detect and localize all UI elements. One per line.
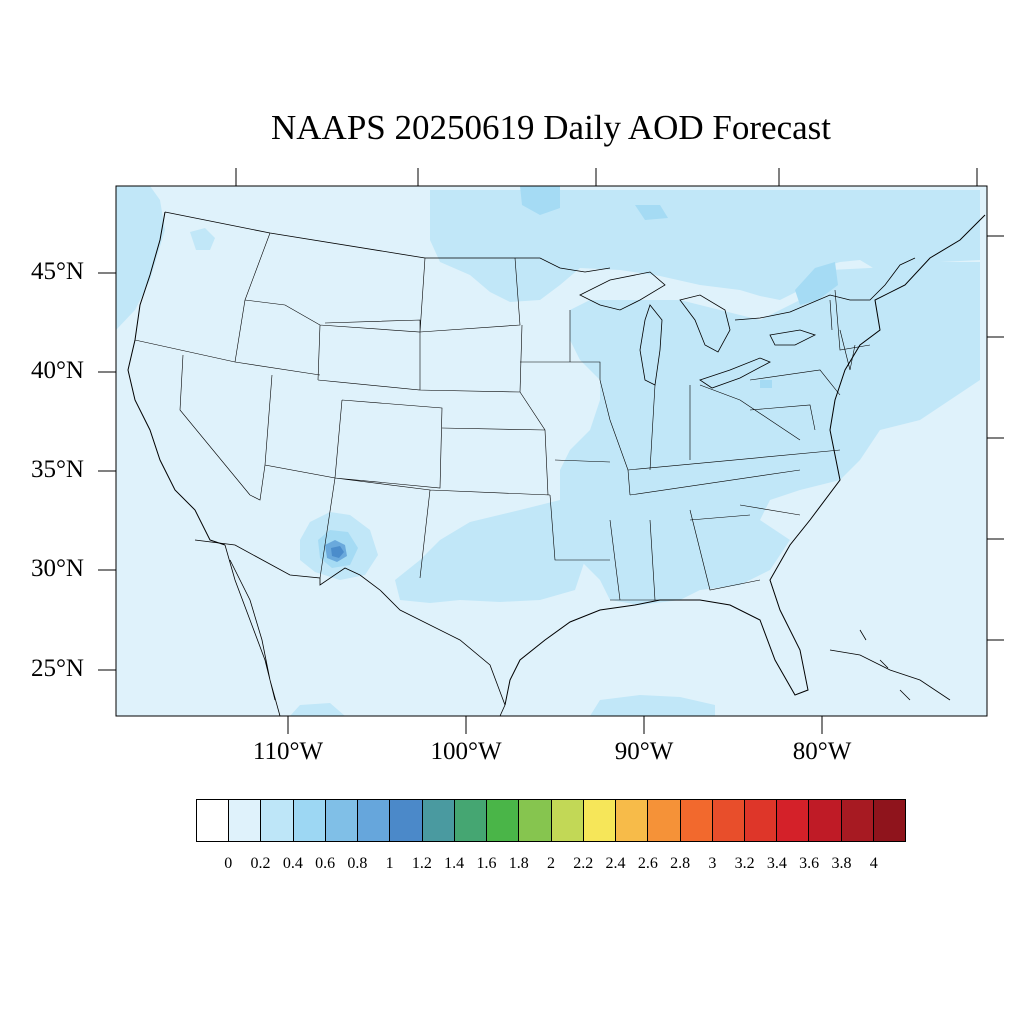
us-mexico-border	[194, 539, 506, 706]
aod-plume-north-dark2	[635, 205, 668, 220]
lon-label-90w: 90°W	[614, 738, 674, 765]
lake-huron	[679, 294, 731, 353]
colorbar-tick-label: 1.8	[508, 855, 529, 872]
colorbar-tick-label: 0	[224, 855, 233, 872]
cuba	[829, 649, 951, 701]
colorbar-tick-label: 1.6	[476, 855, 497, 872]
colorbar-swatch	[551, 800, 584, 841]
colorbar-swatch	[422, 800, 455, 841]
mexico-coast	[499, 704, 506, 716]
state-borders	[127, 211, 986, 716]
aod-plume-mexico	[290, 703, 345, 716]
colorbar-tick-label: 3.8	[831, 855, 852, 872]
baja-coast	[224, 544, 281, 716]
colorbar-tick-label: 2	[547, 855, 555, 872]
colorbar-swatch	[680, 800, 713, 841]
lat-label-25: 25°N	[30, 655, 84, 682]
colorbar-swatch	[325, 800, 359, 841]
west-coast	[127, 211, 226, 546]
lake-ontario	[769, 329, 817, 346]
lat-label-40: 40°N	[30, 357, 84, 384]
aod-plume-gulf	[590, 695, 715, 716]
colorbar-tick-label: 2.4	[605, 855, 626, 872]
aod-plume-idaho	[190, 228, 215, 250]
aod-plume-ne-dark	[795, 262, 838, 305]
aod-plume-northwest	[116, 186, 165, 330]
lake-michigan	[639, 304, 663, 386]
lat-label-30: 30°N	[30, 555, 84, 582]
colorbar-tick-label: 3.4	[766, 855, 787, 872]
colorbar-swatch	[261, 800, 294, 841]
aod-colorbar	[196, 799, 906, 842]
lat-label-45: 45°N	[30, 258, 84, 285]
lon-label-110w: 110°W	[252, 738, 324, 765]
colorbar-swatch	[648, 800, 681, 841]
lat-label-35: 35°N	[30, 456, 84, 483]
colorbar-swatch	[712, 800, 745, 841]
colorbar-tick-label: 0.4	[282, 855, 303, 872]
lon-label-80w: 80°W	[792, 738, 852, 765]
lake-superior	[579, 271, 666, 311]
colorbar-tick-label: 1	[385, 855, 394, 872]
bahamas	[859, 629, 911, 701]
aod-plume-northeast	[560, 262, 980, 605]
state-lines	[134, 232, 871, 601]
colorbar-swatch	[229, 800, 262, 841]
colorbar-swatch	[519, 800, 552, 841]
colorbar-tick-label: 3	[708, 855, 717, 872]
colorbar-swatch	[293, 800, 326, 841]
axis-ticks	[98, 168, 1004, 734]
colorbar-tick-label: 0.2	[250, 855, 271, 872]
colorbar-tick-label: 4	[869, 855, 878, 872]
colorbar-swatch	[487, 800, 520, 841]
colorbar-tick-label: 1.4	[444, 855, 465, 872]
aod-plume-va-dark	[760, 380, 772, 388]
colorbar-swatch	[390, 800, 423, 841]
map-frame	[115, 185, 988, 717]
colorbar-swatch	[809, 800, 842, 841]
colorbar-swatch	[841, 800, 874, 841]
colorbar-tick-label: 1.2	[411, 855, 432, 872]
colorbar-swatch	[358, 800, 391, 841]
colorbar-swatch	[583, 800, 617, 841]
aod-plumes	[116, 186, 980, 716]
aod-plume-southwest-peak	[331, 546, 344, 558]
map-title: NAAPS 20250619 Daily AOD Forecast	[271, 108, 831, 147]
us-canada-border	[164, 211, 916, 321]
colorbar-swatch	[197, 800, 230, 841]
colorbar-tick-label: 0.8	[347, 855, 368, 872]
colorbar-swatch	[777, 800, 810, 841]
colorbar-tick-label: 0.6	[315, 855, 336, 872]
colorbar-tick-label: 2.6	[637, 855, 658, 872]
colorbar-tick-label: 3.2	[734, 855, 755, 872]
colorbar-tick-label: 2.2	[573, 855, 594, 872]
colorbar-swatch	[616, 800, 649, 841]
aod-plume-north	[430, 190, 980, 302]
aod-plume-south	[395, 500, 585, 603]
colorbar-swatch	[744, 800, 778, 841]
colorbar-tick-label: 3.6	[799, 855, 820, 872]
lon-label-100w: 100°W	[430, 738, 502, 765]
colorbar-swatch	[454, 800, 488, 841]
lake-erie	[699, 357, 771, 389]
colorbar-tick-label: 2.8	[670, 855, 691, 872]
aod-plume-north-dark	[520, 186, 560, 215]
colorbar-swatch	[873, 800, 906, 841]
gulf-coast	[504, 214, 986, 706]
